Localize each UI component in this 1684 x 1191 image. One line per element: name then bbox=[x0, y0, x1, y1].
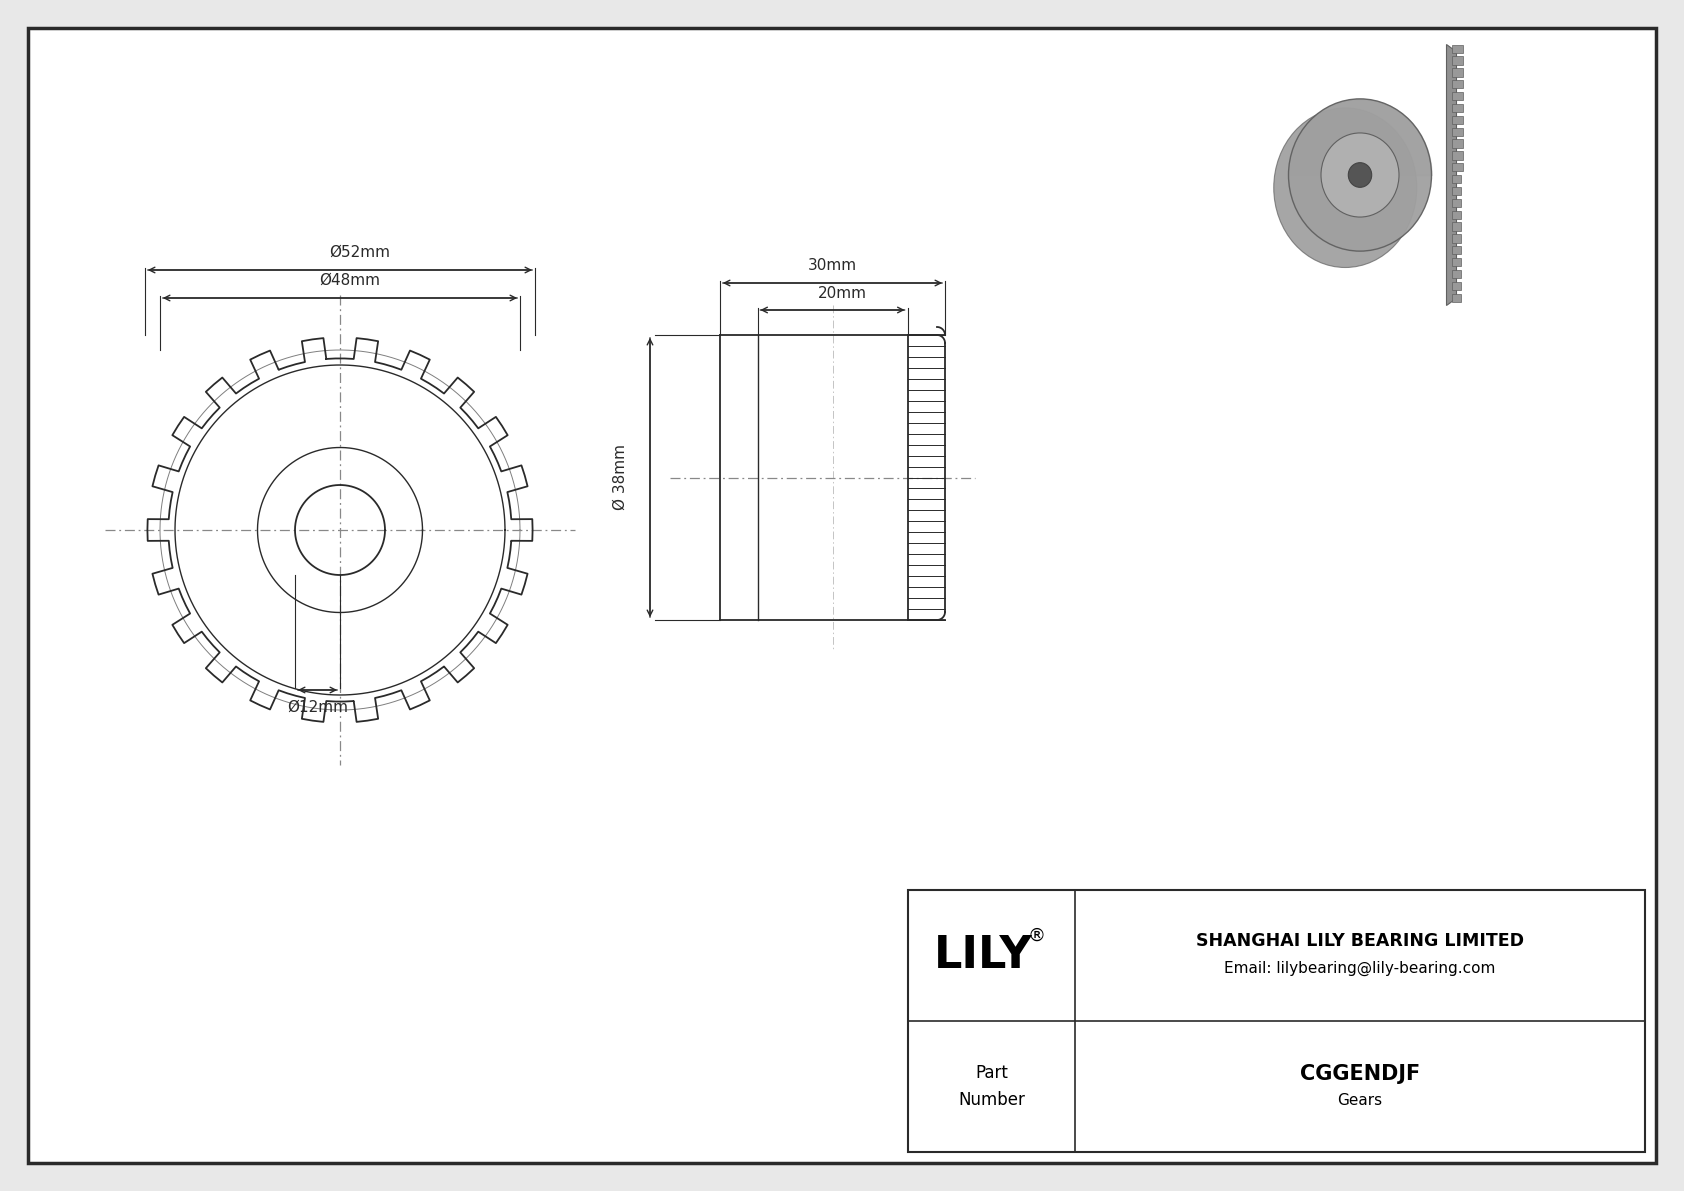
Text: SHANGHAI LILY BEARING LIMITED: SHANGHAI LILY BEARING LIMITED bbox=[1196, 933, 1524, 950]
Ellipse shape bbox=[1320, 133, 1399, 217]
Bar bbox=[1452, 68, 1462, 76]
Bar bbox=[1452, 56, 1462, 64]
Bar bbox=[1452, 211, 1460, 219]
Bar bbox=[1452, 163, 1462, 172]
Text: Ø 38mm: Ø 38mm bbox=[613, 444, 628, 511]
Text: Ø48mm: Ø48mm bbox=[320, 273, 381, 287]
Bar bbox=[1452, 92, 1462, 100]
Bar bbox=[1452, 258, 1460, 267]
Text: Ø12mm: Ø12mm bbox=[286, 699, 349, 715]
Bar bbox=[1452, 104, 1462, 112]
Polygon shape bbox=[1447, 44, 1457, 306]
Bar bbox=[1452, 270, 1460, 279]
Bar bbox=[1452, 294, 1460, 303]
Bar bbox=[1452, 139, 1462, 148]
Bar bbox=[1452, 80, 1462, 88]
Text: Ø52mm: Ø52mm bbox=[330, 244, 391, 260]
Bar bbox=[908, 890, 1645, 1152]
Bar bbox=[1452, 223, 1460, 231]
Bar bbox=[1452, 187, 1460, 195]
Ellipse shape bbox=[1273, 108, 1416, 268]
Text: Email: lilybearing@lily-bearing.com: Email: lilybearing@lily-bearing.com bbox=[1224, 961, 1495, 977]
Text: Gears: Gears bbox=[1337, 1093, 1383, 1108]
Bar bbox=[1452, 247, 1460, 255]
Bar bbox=[1452, 44, 1462, 52]
Bar bbox=[1452, 175, 1460, 183]
Bar bbox=[1452, 151, 1462, 160]
Text: Part
Number: Part Number bbox=[958, 1065, 1026, 1109]
Bar bbox=[1452, 127, 1462, 136]
Text: 20mm: 20mm bbox=[818, 286, 867, 300]
Ellipse shape bbox=[1288, 99, 1431, 251]
Bar bbox=[1452, 199, 1460, 207]
Bar bbox=[1452, 235, 1460, 243]
Bar bbox=[1452, 116, 1462, 124]
Text: CGGENDJF: CGGENDJF bbox=[1300, 1065, 1420, 1085]
Ellipse shape bbox=[1349, 163, 1372, 187]
Text: 30mm: 30mm bbox=[808, 258, 857, 274]
Text: LILY: LILY bbox=[935, 934, 1032, 977]
Text: ®: ® bbox=[1027, 927, 1046, 944]
Bar bbox=[1452, 282, 1460, 291]
